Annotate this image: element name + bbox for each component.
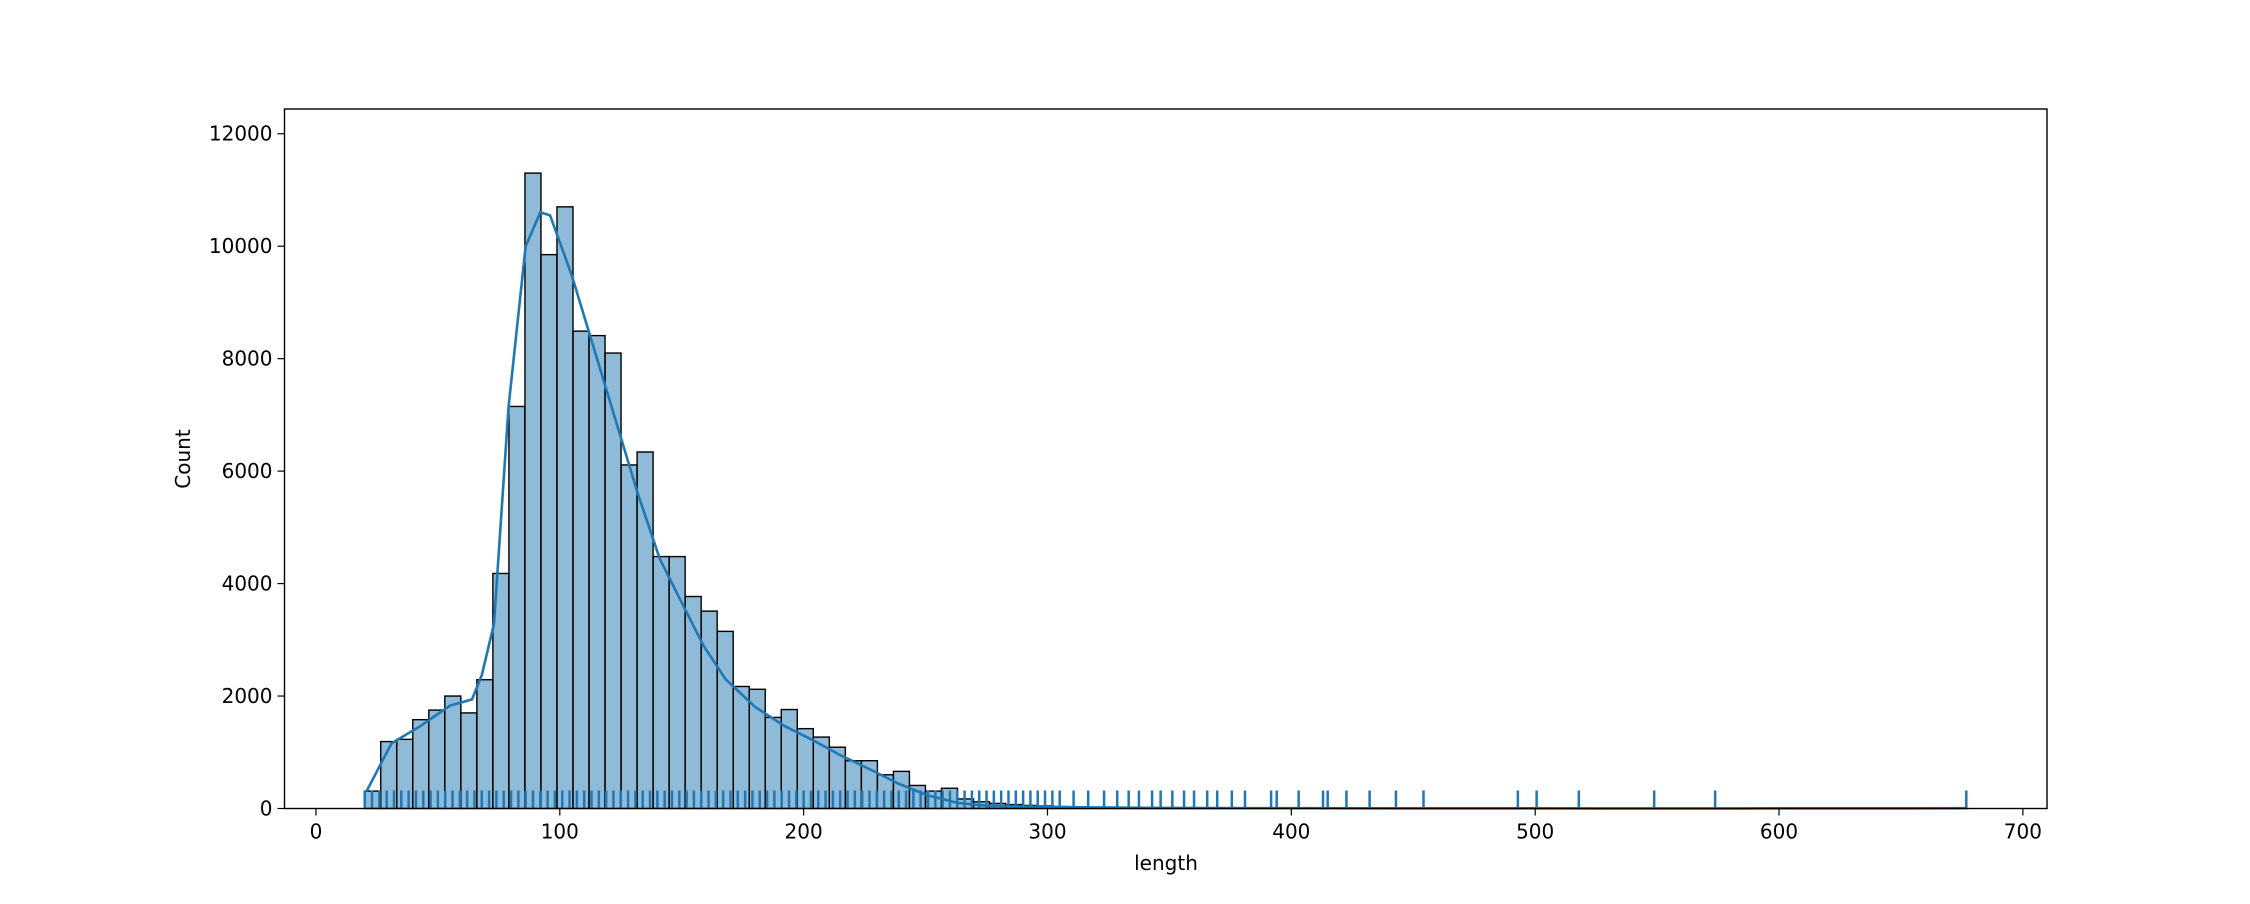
y-tick-label: 2000 <box>222 684 273 708</box>
bar <box>733 686 749 808</box>
bar <box>557 207 573 809</box>
x-tick-label: 700 <box>2004 820 2042 844</box>
y-tick-label: 6000 <box>222 459 273 483</box>
bar <box>525 173 541 808</box>
y-tick-label: 4000 <box>222 572 273 596</box>
bar <box>701 611 717 808</box>
bar <box>541 255 557 809</box>
x-tick-label: 200 <box>785 820 823 844</box>
x-tick-label: 100 <box>541 820 579 844</box>
x-tick-label: 0 <box>310 820 323 844</box>
bar <box>717 631 733 808</box>
bar <box>397 739 413 808</box>
y-axis-label: Count <box>171 429 195 489</box>
bar <box>685 597 701 809</box>
bar <box>589 336 605 809</box>
x-tick-label: 400 <box>1272 820 1310 844</box>
x-tick-label: 600 <box>1760 820 1798 844</box>
bar <box>653 557 669 809</box>
y-tick-label: 10000 <box>209 234 273 258</box>
x-tick-label: 300 <box>1028 820 1066 844</box>
bar <box>573 331 589 808</box>
bar <box>637 452 653 808</box>
y-tick-label: 8000 <box>222 347 273 371</box>
y-tick-label: 0 <box>260 797 273 821</box>
bar <box>621 465 637 809</box>
x-tick-label: 500 <box>1516 820 1554 844</box>
bar <box>477 680 493 809</box>
x-axis-label: length <box>1134 851 1198 875</box>
bar <box>509 406 525 808</box>
y-tick-label: 12000 <box>209 122 273 146</box>
bar <box>605 353 621 808</box>
